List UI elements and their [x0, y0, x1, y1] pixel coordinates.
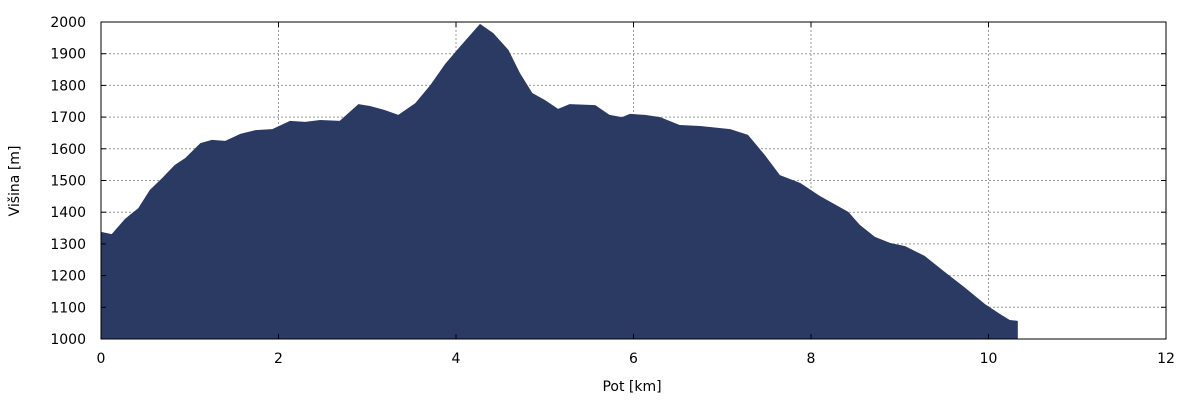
- y-tick-label: 1200: [50, 269, 86, 285]
- x-tick-label: 0: [97, 351, 106, 367]
- x-tick-label: 8: [807, 351, 816, 367]
- elevation-area: [101, 23, 1018, 340]
- x-tick-label: 6: [629, 351, 638, 367]
- x-axis-label: Pot [km]: [602, 379, 661, 395]
- y-tick-label: 1100: [50, 300, 86, 316]
- ticks: 0 2 4 6 8 10 12 1000 1100 1200 1300 1400 1500 1600 170…: [50, 15, 1175, 367]
- y-tick-label: 1400: [50, 205, 86, 221]
- y-tick-label: 1500: [50, 174, 86, 190]
- x-tick-label: 2: [274, 351, 283, 367]
- y-tick-label: 1700: [50, 110, 86, 126]
- y-tick-label: 1800: [50, 78, 86, 94]
- x-tick-label: 10: [980, 351, 998, 367]
- y-tick-label: 1600: [50, 142, 86, 158]
- x-tick-label: 12: [1157, 351, 1175, 367]
- x-tick-label: 4: [452, 351, 461, 367]
- y-axis-label: Višina [m]: [7, 146, 23, 217]
- y-tick-label: 1300: [50, 237, 86, 253]
- y-tick-label: 1000: [50, 332, 86, 348]
- y-tick-label: 1900: [50, 47, 86, 63]
- y-tick-label: 2000: [50, 15, 86, 31]
